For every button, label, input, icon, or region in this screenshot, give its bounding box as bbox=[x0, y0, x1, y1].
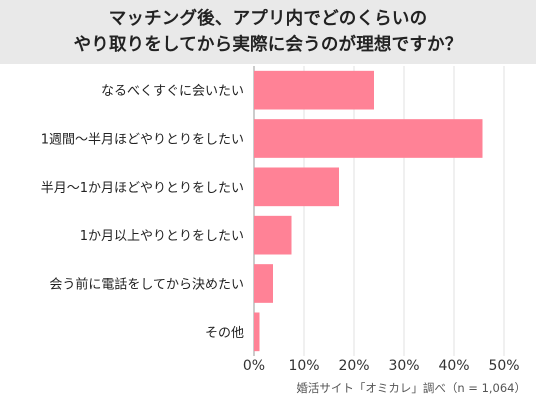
chart-title-line-2: やり取りをしてから実際に会うのが理想ですか？ bbox=[73, 35, 463, 55]
bar-4 bbox=[254, 264, 273, 303]
chart-header: マッチング後、アプリ内でどのくらいの やり取りをしてから実際に会うのが理想ですか… bbox=[0, 0, 536, 64]
bar-2 bbox=[254, 167, 339, 207]
category-label-4: 会う前に電話をしてから決めたい bbox=[49, 277, 244, 293]
x-tick-label-1: 10% bbox=[288, 358, 319, 374]
bar-3 bbox=[254, 215, 292, 255]
category-label-5: その他 bbox=[205, 326, 244, 341]
x-tick-label-0: 0% bbox=[243, 358, 265, 374]
x-tick-label-3: 30% bbox=[388, 358, 419, 374]
x-tick-label-4: 40% bbox=[438, 358, 469, 374]
category-label-0: なるべくすぐに会いたい bbox=[101, 84, 244, 99]
category-label-1: 1週間〜半月ほどやりとりをしたい bbox=[41, 133, 244, 148]
chart-title-line-1: マッチング後、アプリ内でどのくらいの bbox=[108, 9, 428, 29]
bar-1 bbox=[254, 119, 483, 158]
bar-0 bbox=[254, 70, 374, 110]
source-note: 婚活サイト「オミカレ」調べ（n = 1,064） bbox=[296, 381, 526, 395]
x-tick-label-2: 20% bbox=[338, 358, 369, 374]
x-tick-label-5: 50% bbox=[488, 358, 519, 374]
category-label-3: 1か月以上やりとりをしたい bbox=[80, 229, 244, 244]
category-label-2: 半月〜1か月ほどやりとりをしたい bbox=[41, 181, 244, 196]
bar-5 bbox=[254, 312, 260, 352]
